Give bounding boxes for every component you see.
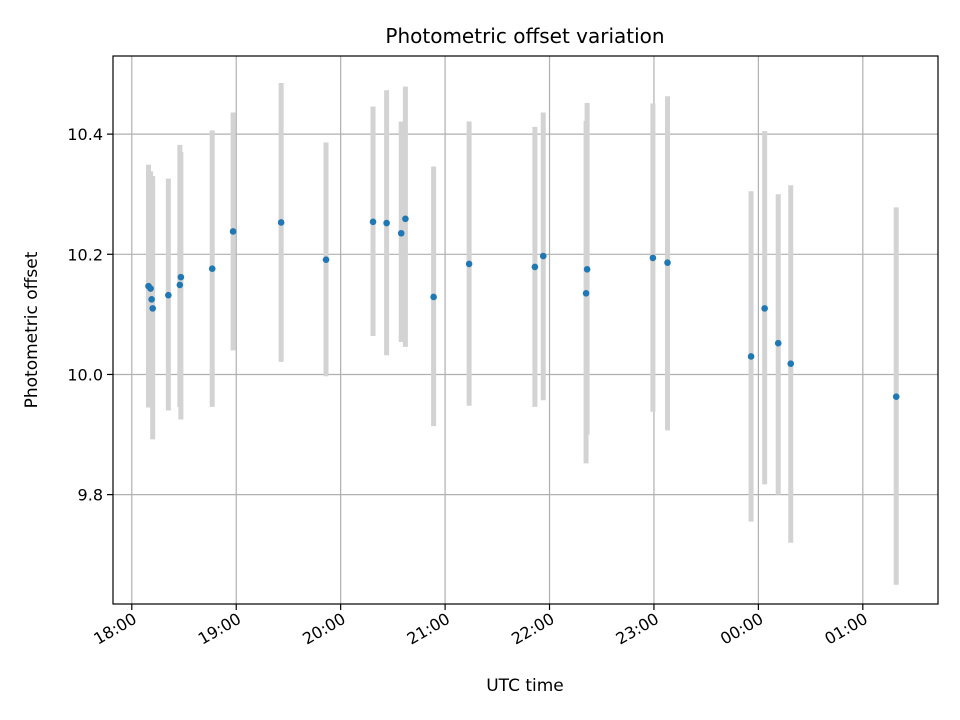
data-point [402, 215, 409, 223]
data-point [397, 229, 405, 237]
data-point [649, 254, 657, 262]
data-point [892, 393, 900, 400]
data-point [582, 290, 590, 297]
data-point [208, 265, 216, 273]
data-point [148, 296, 155, 303]
y-axis-label: Photometric offset [22, 251, 42, 408]
y-tick-label: 9.8 [78, 486, 103, 505]
data-point [539, 252, 547, 260]
data-point [430, 293, 437, 301]
data-point [583, 266, 591, 273]
data-point [369, 218, 377, 226]
data-point [761, 305, 768, 312]
data-point [165, 291, 172, 299]
data-point [531, 263, 539, 271]
data-point [147, 285, 154, 292]
y-axis: 9.8 10.0 10.2 10.4 [67, 125, 113, 505]
data-point [465, 260, 473, 268]
data-point [176, 281, 184, 289]
data-point [747, 353, 755, 360]
y-tick-label: 10.2 [67, 245, 103, 264]
y-tick-label: 10.0 [67, 365, 103, 384]
data-point [229, 228, 237, 235]
data-point [664, 259, 671, 267]
data-point [149, 305, 156, 312]
chart-title: Photometric offset variation [385, 24, 664, 48]
data-point [787, 360, 795, 367]
data-point [383, 219, 390, 227]
data-points [145, 215, 900, 400]
data-point [774, 339, 782, 347]
data-point [177, 273, 185, 281]
data-point [322, 256, 330, 263]
data-point [277, 219, 285, 226]
x-axis-label: UTC time [486, 676, 564, 696]
plot-area-frame [112, 55, 939, 605]
y-tick-label: 10.4 [67, 125, 103, 144]
